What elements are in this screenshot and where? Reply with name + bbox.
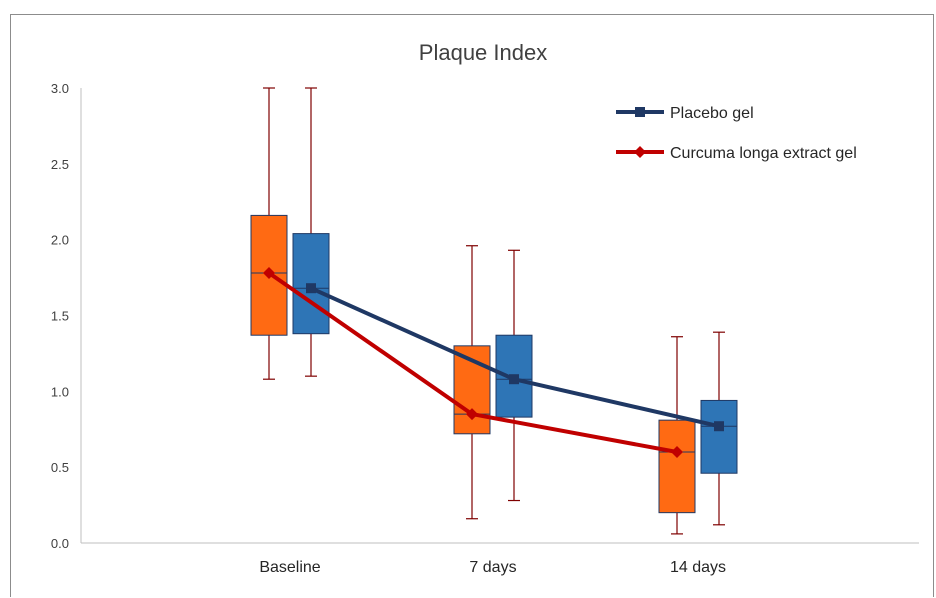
- y-tick-label: 1.0: [51, 384, 69, 399]
- series-marker: [671, 446, 683, 458]
- legend: Placebo gel Curcuma longa extract gel: [616, 105, 857, 162]
- y-tick-label: 1.5: [51, 309, 69, 324]
- y-tick-label: 2.5: [51, 157, 69, 172]
- x-category-label: 14 days: [670, 559, 726, 576]
- plaque-index-chart: Plaque Index 0.0 0.5 1.0 1.5 2.0 2.5 3.0 Basel…: [51, 40, 919, 576]
- series-marker: [306, 283, 316, 294]
- box-plot: [453, 245, 491, 520]
- box-plot: [250, 87, 288, 380]
- box-plot: [658, 336, 696, 535]
- mean-lines: [263, 267, 724, 458]
- y-tick-label: 0.5: [51, 460, 69, 475]
- legend-label: Placebo gel: [670, 105, 754, 122]
- box-iqr: [700, 399, 738, 474]
- y-axis-ticks: 0.0 0.5 1.0 1.5 2.0 2.5 3.0: [51, 81, 69, 551]
- series-marker: [714, 421, 724, 432]
- box-plot: [700, 331, 738, 526]
- legend-label: Curcuma longa extract gel: [670, 145, 857, 162]
- box-plot: [292, 87, 330, 377]
- y-tick-label: 3.0: [51, 81, 69, 96]
- series-marker: [263, 267, 275, 280]
- legend-swatch-marker: [635, 107, 645, 117]
- y-tick-label: 0.0: [51, 536, 69, 551]
- chart-frame: Plaque Index 0.0 0.5 1.0 1.5 2.0 2.5 3.0 Basel…: [10, 14, 934, 597]
- x-category-label: 7 days: [469, 559, 516, 576]
- y-tick-label: 2.0: [51, 233, 69, 248]
- legend-swatch-marker: [634, 146, 646, 158]
- box-iqr: [658, 419, 696, 514]
- x-category-label: Baseline: [259, 559, 320, 576]
- box-iqr: [250, 214, 288, 336]
- chart-title: Plaque Index: [419, 40, 547, 65]
- series-marker: [509, 374, 519, 385]
- series-marker: [466, 408, 478, 421]
- x-axis-categories: Baseline 7 days 14 days: [259, 559, 726, 576]
